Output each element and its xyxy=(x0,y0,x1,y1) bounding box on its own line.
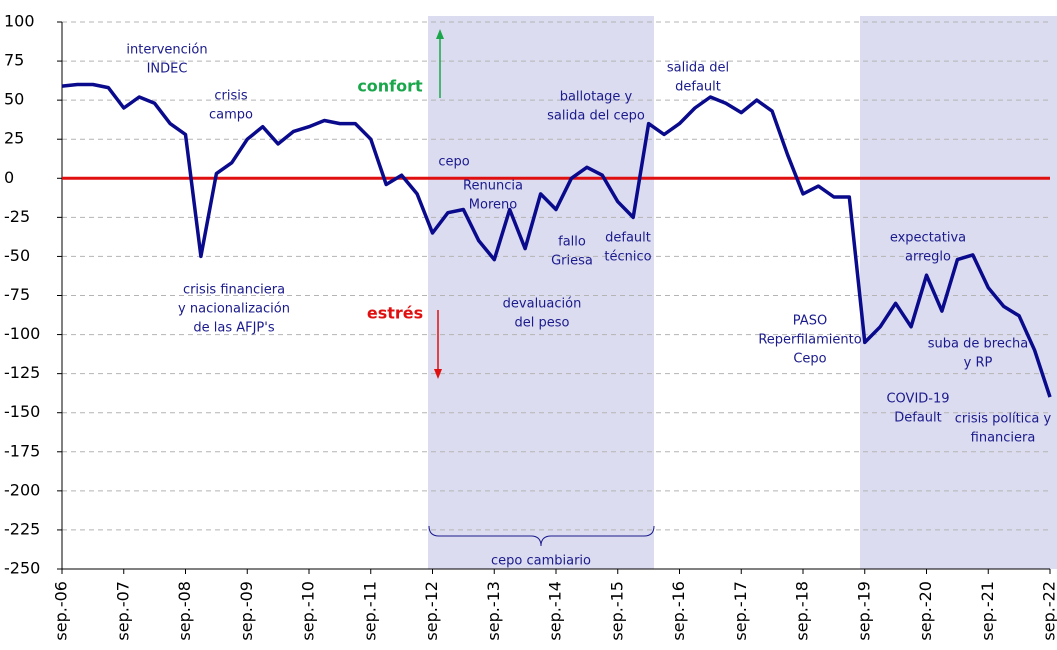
annotation: arreglo xyxy=(905,250,951,265)
up-arrow-head xyxy=(436,29,444,39)
annotation: Renuncia xyxy=(463,179,523,194)
y-tick-label: -50 xyxy=(4,246,30,265)
y-tick-label: -100 xyxy=(4,324,40,343)
x-tick-label: sep.-07 xyxy=(113,581,132,641)
x-tick-label: sep.-06 xyxy=(52,581,71,641)
annotation: salida del xyxy=(667,61,729,76)
y-tick-label: -175 xyxy=(4,441,40,460)
annotation: Griesa xyxy=(551,254,593,269)
annotation: Cepo xyxy=(793,352,826,367)
annotation: crisis financiera xyxy=(183,283,285,298)
annotation: PASO xyxy=(793,314,827,329)
annotation: cepo xyxy=(438,155,469,170)
annotation: financiera xyxy=(971,431,1036,446)
x-tick-label: sep.-18 xyxy=(793,581,812,641)
y-tick-label: 50 xyxy=(4,90,24,109)
lower-label: estrés xyxy=(367,304,423,323)
annotation: y RP xyxy=(964,356,993,371)
y-tick-label: 0 xyxy=(4,168,14,187)
x-tick-label: sep.-21 xyxy=(978,581,997,641)
upper-label: confort xyxy=(357,77,423,96)
x-tick-label: sep.-19 xyxy=(854,581,873,641)
annotation: COVID-19 xyxy=(886,392,949,407)
y-tick-label: -250 xyxy=(4,559,40,578)
x-tick-label: sep.-09 xyxy=(237,581,256,641)
annotation: crisis xyxy=(214,89,247,104)
down-arrow-head xyxy=(434,369,442,379)
bracket-label: cepo cambiario xyxy=(491,554,591,569)
x-tick-label: sep.-17 xyxy=(731,581,750,641)
annotation: salida del cepo xyxy=(547,109,645,124)
x-tick-label: sep.-20 xyxy=(916,581,935,641)
x-tick-label: sep.-22 xyxy=(1040,581,1057,641)
x-tick-label: sep.-13 xyxy=(484,581,503,641)
annotation: campo xyxy=(209,108,253,123)
x-tick-label: sep.-14 xyxy=(546,581,565,641)
annotation: fallo xyxy=(558,235,586,250)
y-tick-label: -150 xyxy=(4,402,40,421)
annotation: Reperfilamiento xyxy=(758,333,861,348)
shaded-period xyxy=(428,16,654,569)
x-tick-label: sep.-10 xyxy=(299,581,318,641)
x-tick-label: sep.-11 xyxy=(360,581,379,641)
x-tick-label: sep.-12 xyxy=(422,581,441,641)
annotation: devaluación xyxy=(503,297,582,312)
shaded-period xyxy=(860,16,1057,569)
annotation: crisis política y xyxy=(955,412,1052,427)
annotation: Default xyxy=(894,411,942,426)
y-tick-label: 25 xyxy=(4,129,24,148)
annotation: y nacionalización xyxy=(178,302,290,317)
annotation: técnico xyxy=(604,250,651,265)
y-tick-label: 75 xyxy=(4,51,24,70)
annotation: intervención xyxy=(126,43,207,58)
bracket xyxy=(428,525,655,547)
annotation: default xyxy=(675,80,721,95)
annotation: default xyxy=(605,231,651,246)
y-tick-label: -125 xyxy=(4,363,40,382)
annotation: Moreno xyxy=(469,198,517,213)
data-line xyxy=(61,82,1052,398)
y-tick-label: -25 xyxy=(4,207,30,226)
y-tick-label: -75 xyxy=(4,285,30,304)
annotation: expectativa xyxy=(890,231,966,246)
x-tick-label: sep.-08 xyxy=(175,581,194,641)
x-tick-label: sep.-16 xyxy=(669,581,688,641)
x-tick-label: sep.-15 xyxy=(607,581,626,641)
annotation: de las AFJP's xyxy=(193,321,274,336)
y-tick-label: -200 xyxy=(4,480,40,499)
annotation: ballotage y xyxy=(560,90,633,105)
annotation: del peso xyxy=(515,316,570,331)
y-tick-label: -225 xyxy=(4,519,40,538)
y-tick-label: 100 xyxy=(4,12,35,31)
annotation: suba de brecha xyxy=(928,337,1028,352)
annotation: INDEC xyxy=(147,62,188,77)
